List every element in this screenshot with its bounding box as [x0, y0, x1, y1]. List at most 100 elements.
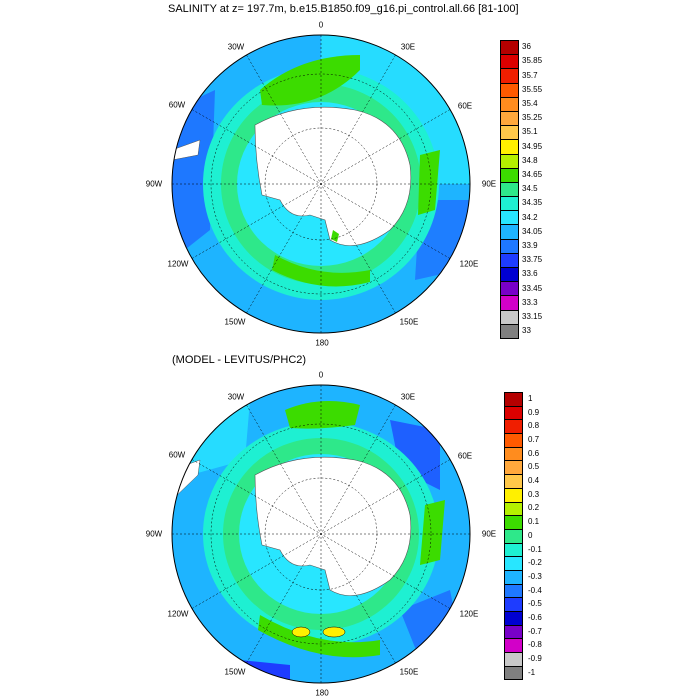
- lon-label: 60E: [457, 451, 473, 461]
- lon-label: 60W: [168, 100, 186, 110]
- colorbar-tick-label: -0.9: [528, 654, 542, 664]
- colorbar-tick-label: 35.85: [522, 56, 543, 66]
- lon-label: 120W: [167, 609, 189, 619]
- lon-label: 90E: [481, 179, 497, 189]
- colorbar-swatch: [501, 239, 518, 254]
- colorbar-swatch: [505, 570, 522, 585]
- colorbar-swatch: [505, 598, 522, 612]
- colorbar-swatch: [505, 516, 522, 530]
- colorbar-tick-label: 33.6: [522, 269, 538, 279]
- colorbar-swatch: [501, 310, 518, 325]
- lon-label: 60W: [168, 450, 186, 460]
- colorbar-swatch: [505, 625, 522, 640]
- map-title-salinity: SALINITY at z= 197.7m, b.e15.B1850.f09_g…: [168, 3, 519, 15]
- lon-label: 150W: [224, 317, 246, 327]
- lon-label: 180: [315, 688, 329, 698]
- map-title-difference: (MODEL - LEVITUS/PHC2): [172, 354, 307, 366]
- colorbar-tick-label: -0.4: [528, 585, 542, 595]
- lon-label: 0: [318, 370, 324, 380]
- colorbar-tick-label: 0: [528, 530, 533, 540]
- colorbar-swatch: [505, 393, 522, 407]
- colorbar-tick-label: 34.05: [522, 226, 543, 236]
- colorbar-swatch: [501, 69, 518, 84]
- colorbar-tick-label: 33.9: [522, 240, 538, 250]
- colorbar-tick-label: 0.1: [528, 517, 540, 527]
- colorbar-swatch: [501, 211, 518, 226]
- colorbar-swatch: [501, 253, 518, 268]
- colorbar-tick-label: -0.2: [528, 558, 542, 568]
- colorbar-tick-label: -0.7: [528, 626, 542, 636]
- colorbar-tick-label: 34.65: [522, 169, 543, 179]
- colorbar-tick-label: -0.6: [528, 613, 542, 623]
- colorbar-swatch: [501, 140, 518, 155]
- colorbar-tick-label: 1: [528, 393, 533, 403]
- colorbar-tick-label: 33.3: [522, 297, 538, 307]
- colorbar-swatch: [501, 296, 518, 311]
- colorbar-tick-label: 35.25: [522, 113, 543, 123]
- colorbar-swatch: [501, 83, 518, 98]
- colorbar-swatch: [505, 529, 522, 544]
- colorbar-swatch: [505, 543, 522, 558]
- colorbar-swatch: [501, 126, 518, 141]
- lon-label: 60E: [457, 101, 473, 111]
- colorbar-swatch: [505, 557, 522, 571]
- colorbar-tick-label: 0.3: [528, 489, 540, 499]
- colorbar-swatch: [501, 197, 518, 212]
- colorbar-tick-label: 0.8: [528, 421, 540, 431]
- colorbar-tick-label: 34.35: [522, 198, 543, 208]
- lon-label: 120W: [167, 259, 189, 269]
- colorbar-tick-label: 34.5: [522, 184, 538, 194]
- lon-label: 150E: [399, 317, 419, 327]
- colorbar-swatch: [501, 182, 518, 198]
- colorbar-swatch: [501, 324, 518, 339]
- colorbar-tick-label: 0.4: [528, 476, 540, 486]
- colorbar-tick-label: 35.1: [522, 127, 538, 137]
- colorbar-tick-label: 35.4: [522, 98, 538, 108]
- colorbar-tick-label: -0.3: [528, 571, 542, 581]
- colorbar-swatch: [505, 502, 522, 517]
- colorbar-salinity: [500, 40, 519, 339]
- colorbar-difference: [504, 392, 523, 681]
- lon-label: 120E: [459, 259, 479, 269]
- colorbar-tick-label: 0.7: [528, 434, 540, 444]
- difference-graticule: [172, 385, 470, 683]
- colorbar-tick-label: -0.1: [528, 544, 542, 554]
- colorbar-tick-label: 0.2: [528, 503, 540, 513]
- colorbar-tick-label: -0.8: [528, 640, 542, 650]
- lon-label: 120E: [459, 609, 479, 619]
- colorbar-tick-label: 35.7: [522, 70, 538, 80]
- colorbar-swatch: [501, 111, 518, 127]
- colorbar-tick-label: 33.75: [522, 255, 543, 265]
- lon-label: 90W: [145, 529, 163, 539]
- colorbar-swatch: [505, 666, 522, 681]
- lon-label: 30E: [400, 42, 416, 52]
- colorbar-swatch: [505, 653, 522, 667]
- colorbar-tick-label: 0.6: [528, 448, 540, 458]
- colorbar-swatch: [501, 282, 518, 297]
- colorbar-swatch: [501, 268, 518, 283]
- colorbar-swatch: [505, 420, 522, 435]
- lon-label: 30W: [227, 42, 245, 52]
- salinity-graticule: [172, 35, 470, 333]
- colorbar-swatch: [505, 584, 522, 599]
- colorbar-swatch: [505, 406, 522, 421]
- lon-label: 150E: [399, 667, 419, 677]
- colorbar-swatch: [501, 225, 518, 240]
- colorbar-tick-label: 33: [522, 326, 531, 336]
- colorbar-tick-label: -1: [528, 667, 536, 677]
- colorbar-tick-label: 34.8: [522, 155, 538, 165]
- colorbar-swatch: [501, 55, 518, 70]
- colorbar-tick-label: 33.15: [522, 311, 543, 321]
- colorbar-swatch: [501, 154, 518, 169]
- colorbar-swatch: [505, 447, 522, 462]
- lon-label: 150W: [224, 667, 246, 677]
- lon-label: 180: [315, 338, 329, 348]
- lon-label: 30E: [400, 392, 416, 402]
- colorbar-swatch: [501, 97, 518, 112]
- lon-label: 30W: [227, 392, 245, 402]
- colorbar-tick-label: 34.2: [522, 212, 538, 222]
- colorbar-swatch: [505, 461, 522, 476]
- colorbar-tick-label: 34.95: [522, 141, 543, 151]
- colorbar-swatch: [501, 41, 518, 56]
